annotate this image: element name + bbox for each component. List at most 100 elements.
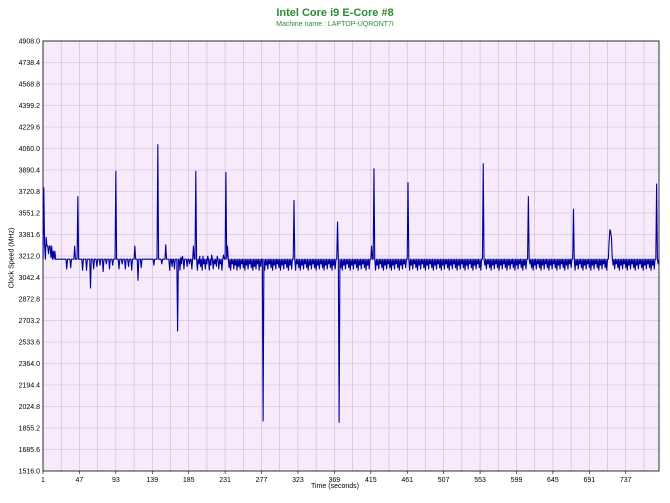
- data-point: [629, 258, 630, 260]
- data-point: [590, 269, 592, 271]
- data-point: [50, 257, 52, 258]
- data-point: [346, 263, 348, 265]
- data-point: [489, 267, 490, 268]
- data-point: [389, 267, 391, 268]
- data-point: [340, 267, 341, 268]
- data-point: [378, 268, 379, 270]
- data-point: [564, 269, 566, 271]
- data-point: [93, 268, 94, 270]
- data-point: [85, 258, 87, 260]
- data-point: [224, 258, 226, 260]
- data-point: [282, 258, 284, 260]
- y-tick-label: 2024.8: [19, 404, 41, 411]
- data-point: [254, 258, 256, 260]
- data-point: [448, 269, 450, 271]
- data-point: [218, 268, 220, 270]
- data-point: [170, 258, 171, 260]
- data-point: [619, 269, 620, 271]
- data-point: [383, 269, 384, 271]
- data-point: [134, 245, 136, 247]
- data-point: [124, 258, 125, 260]
- data-point: [95, 258, 97, 260]
- data-point: [109, 268, 110, 270]
- data-point: [376, 258, 377, 260]
- y-tick-label: 4738.4: [19, 60, 41, 67]
- data-point: [593, 258, 594, 260]
- data-point: [399, 258, 401, 260]
- data-point: [190, 258, 191, 260]
- data-point: [614, 268, 615, 270]
- data-point: [317, 264, 318, 266]
- data-point: [374, 258, 375, 260]
- data-point: [505, 267, 506, 268]
- data-point: [452, 258, 454, 260]
- data-point: [602, 258, 604, 260]
- data-point: [209, 269, 210, 271]
- data-point: [452, 268, 453, 270]
- data-point: [252, 269, 254, 271]
- data-point: [425, 269, 426, 271]
- data-point: [202, 256, 204, 257]
- data-point: [287, 258, 288, 260]
- data-point: [562, 267, 564, 268]
- data-point: [268, 258, 269, 260]
- data-point: [554, 258, 555, 260]
- data-point: [635, 258, 637, 260]
- data-point: [475, 258, 476, 260]
- data-point: [396, 258, 398, 260]
- data-point: [573, 209, 574, 210]
- data-point: [296, 263, 298, 265]
- data-point: [228, 258, 229, 260]
- data-point: [73, 258, 75, 260]
- data-point: [355, 258, 356, 260]
- data-point: [238, 266, 239, 267]
- data-point: [623, 263, 625, 265]
- data-point: [194, 258, 196, 260]
- data-point: [650, 269, 652, 271]
- data-point: [349, 269, 351, 271]
- data-point: [532, 258, 533, 260]
- data-point: [92, 258, 94, 260]
- data-point: [283, 268, 284, 270]
- data-point: [231, 258, 232, 260]
- data-point: [392, 264, 394, 266]
- data-point: [642, 258, 643, 260]
- data-point: [196, 258, 197, 260]
- data-point: [310, 258, 311, 260]
- data-point: [553, 263, 554, 265]
- data-point: [345, 268, 346, 270]
- data-point: [315, 258, 316, 260]
- data-point: [526, 258, 528, 260]
- data-point: [535, 258, 536, 260]
- data-point: [390, 258, 391, 260]
- y-tick-label: 3551.2: [19, 211, 41, 218]
- y-tick-label: 4568.8: [19, 82, 41, 89]
- data-point: [326, 258, 327, 260]
- data-point: [223, 254, 224, 256]
- data-point: [476, 258, 478, 260]
- data-point: [313, 258, 315, 260]
- data-point: [220, 258, 222, 260]
- data-point: [571, 258, 573, 260]
- data-point: [295, 269, 296, 271]
- data-point: [189, 263, 190, 265]
- data-point: [451, 258, 452, 260]
- data-point: [582, 269, 584, 271]
- data-point: [395, 263, 397, 265]
- data-point: [403, 258, 404, 260]
- data-point: [458, 264, 459, 266]
- data-point: [517, 268, 519, 270]
- x-tick-label: 553: [474, 477, 486, 484]
- data-point: [429, 258, 430, 260]
- data-point: [291, 268, 292, 270]
- data-point: [513, 258, 515, 260]
- data-point: [484, 264, 486, 266]
- data-point: [637, 258, 638, 260]
- data-point: [181, 263, 182, 265]
- data-point: [509, 268, 511, 270]
- data-point: [292, 258, 294, 260]
- data-point: [609, 229, 611, 230]
- data-point: [589, 267, 590, 268]
- data-point: [303, 268, 304, 270]
- data-point: [356, 267, 357, 268]
